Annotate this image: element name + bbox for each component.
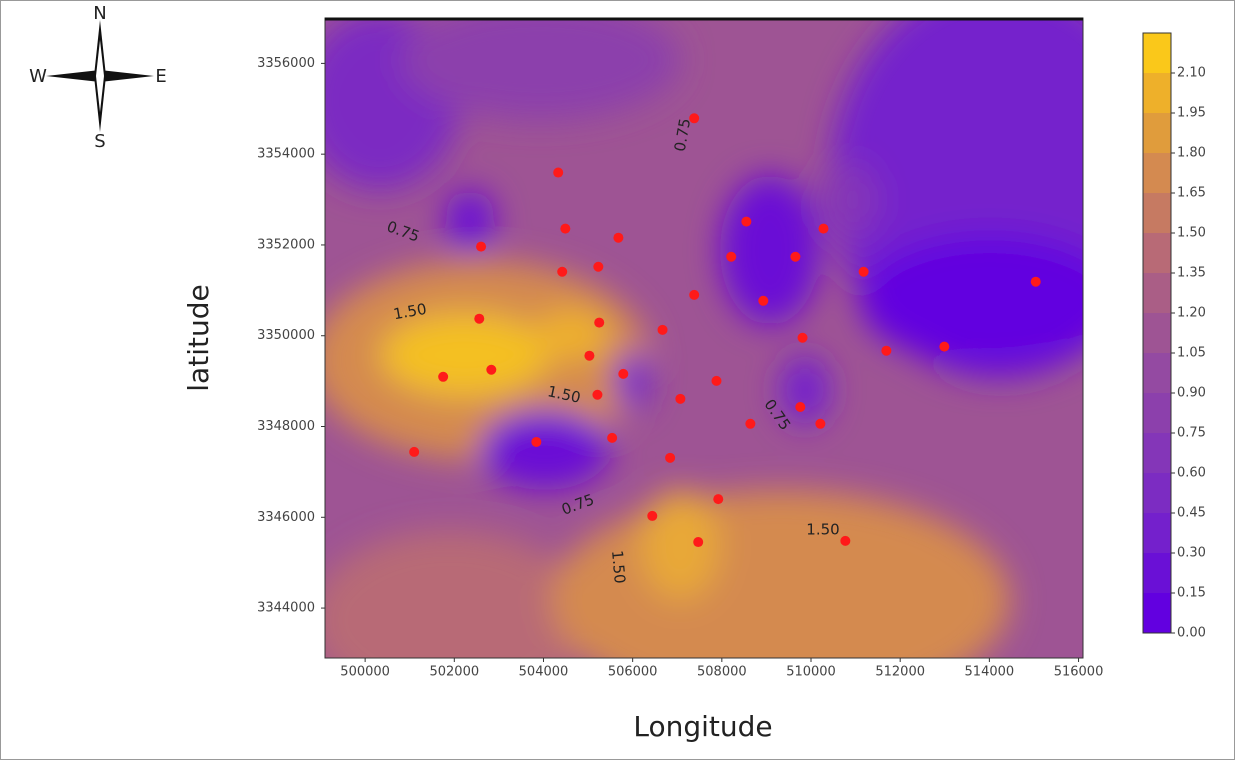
colorbar-band xyxy=(1143,313,1171,353)
colorbar-tick-label: 1.35 xyxy=(1177,266,1206,281)
colorbar-tick-label: 0.75 xyxy=(1177,426,1206,441)
y-tick-label: 3346000 xyxy=(257,510,315,525)
colorbar-tick-label: 1.50 xyxy=(1177,226,1206,241)
colorbar-band xyxy=(1143,73,1171,113)
colorbar-tick-label: 0.00 xyxy=(1177,626,1206,641)
sample-point xyxy=(486,364,497,375)
sample-point xyxy=(647,510,658,521)
sample-point xyxy=(613,232,624,243)
y-tick-label: 3344000 xyxy=(257,601,315,616)
sample-point xyxy=(657,324,668,335)
colorbar-band xyxy=(1143,593,1171,633)
colorbar-band xyxy=(1143,393,1171,433)
sample-point xyxy=(858,266,869,277)
colorbar-frame xyxy=(1142,32,1172,634)
colorbar-band xyxy=(1143,33,1171,73)
sample-point xyxy=(1030,276,1041,287)
colorbar-band xyxy=(1143,353,1171,393)
y-axis-title: latitude xyxy=(182,284,215,391)
sample-point xyxy=(758,295,769,306)
sample-point xyxy=(607,432,618,443)
colorbar-tick-label: 0.15 xyxy=(1177,586,1206,601)
x-tick-label: 506000 xyxy=(608,665,658,680)
sample-point xyxy=(438,371,449,382)
x-tick-label: 500000 xyxy=(340,665,390,680)
sample-point xyxy=(689,289,700,300)
sample-point xyxy=(675,393,686,404)
compass-s: S xyxy=(94,131,105,152)
sample-point xyxy=(790,251,801,262)
y-tick-label: 3356000 xyxy=(257,56,315,71)
colorbar-band xyxy=(1143,233,1171,273)
sample-point xyxy=(795,401,806,412)
compass-w: W xyxy=(29,66,47,87)
sample-point xyxy=(476,241,487,252)
x-tick-label: 514000 xyxy=(965,665,1015,680)
sample-point xyxy=(745,418,756,429)
colorbar-tick-label: 0.90 xyxy=(1177,386,1206,401)
sample-point xyxy=(560,223,571,234)
colorbar-tick-label: 0.30 xyxy=(1177,546,1206,561)
y-tick-label: 3350000 xyxy=(257,328,315,343)
compass-n: N xyxy=(93,3,106,24)
x-tick-label: 512000 xyxy=(875,665,925,680)
colorbar-tick-label: 0.45 xyxy=(1177,506,1206,521)
sample-point xyxy=(939,341,950,352)
sample-point xyxy=(553,167,564,178)
colorbar-band xyxy=(1143,513,1171,553)
compass: N S W E xyxy=(29,3,167,152)
x-tick-label: 504000 xyxy=(519,665,569,680)
sample-point xyxy=(797,332,808,343)
y-tick-label: 3352000 xyxy=(257,237,315,252)
contour-label: 1.50 xyxy=(806,521,839,539)
colorbar-tick-label: 1.95 xyxy=(1177,106,1206,121)
colorbar-band xyxy=(1143,473,1171,513)
sample-point xyxy=(693,537,704,548)
contour-label: 0.75 xyxy=(671,117,695,153)
sample-point xyxy=(584,350,595,361)
sample-point xyxy=(840,535,851,546)
sample-point xyxy=(881,345,892,356)
colorbar-tick-label: 1.80 xyxy=(1177,146,1206,161)
sample-point xyxy=(815,418,826,429)
colorbar-band xyxy=(1143,553,1171,593)
y-tick-label: 3354000 xyxy=(257,147,315,162)
x-tick-label: 510000 xyxy=(786,665,836,680)
colorbar-tick-label: 0.60 xyxy=(1177,466,1206,481)
sample-point xyxy=(665,452,676,463)
colorbar-tick-label: 1.65 xyxy=(1177,186,1206,201)
contour-label: 1.50 xyxy=(392,300,428,324)
colorbar-band xyxy=(1143,153,1171,193)
colorbar-band xyxy=(1143,113,1171,153)
sample-point xyxy=(726,251,737,262)
sample-point xyxy=(592,389,603,400)
sample-point xyxy=(593,261,604,272)
contour-label: 1.50 xyxy=(608,550,629,585)
sample-point xyxy=(711,375,722,386)
contour-field xyxy=(325,18,1083,658)
sample-point xyxy=(689,113,700,124)
sample-point xyxy=(618,368,629,379)
sample-point xyxy=(409,446,420,457)
sample-point xyxy=(818,223,829,234)
x-tick-label: 516000 xyxy=(1054,665,1104,680)
sample-point xyxy=(557,266,568,277)
x-tick-label: 502000 xyxy=(429,665,479,680)
y-tick-label: 3348000 xyxy=(257,419,315,434)
x-tick-label: 508000 xyxy=(697,665,747,680)
sample-point xyxy=(741,216,752,227)
compass-e: E xyxy=(155,66,166,87)
sample-point xyxy=(531,436,542,447)
colorbar-tick-label: 1.20 xyxy=(1177,306,1206,321)
colorbar-band xyxy=(1143,193,1171,233)
sample-point xyxy=(594,317,605,328)
sample-point xyxy=(474,313,485,324)
colorbar-band xyxy=(1143,273,1171,313)
colorbar-tick-label: 2.10 xyxy=(1177,66,1206,81)
x-axis-title: Longitude xyxy=(633,710,772,743)
colorbar-tick-label: 1.05 xyxy=(1177,346,1206,361)
sample-point xyxy=(713,494,724,505)
colorbar-band xyxy=(1143,433,1171,473)
